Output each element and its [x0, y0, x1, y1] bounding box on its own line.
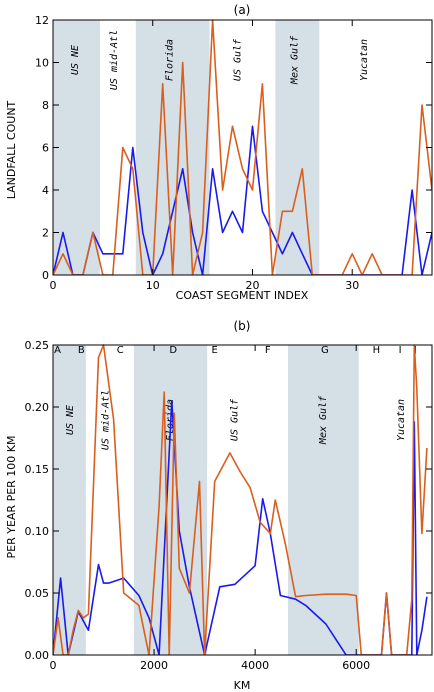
panel-b-segment-letter: G	[321, 345, 329, 356]
panel-b-segment-letter: E	[212, 345, 218, 356]
panel-b-series-line-1	[53, 399, 428, 655]
panel-b-region-label: US NE	[65, 405, 76, 435]
panel-b: (b) KM PER YEAR PER 100 KM US NE US mid-A…	[5, 319, 433, 692]
panel-b-segment-letter: A	[54, 345, 61, 356]
panel-a-title: (a)	[234, 3, 251, 17]
panel-b-ytick-label: 0.05	[25, 587, 50, 600]
panel-a-xtick-label: 20	[245, 279, 259, 292]
panel-a-series-line-1	[53, 125, 432, 275]
panel-b-xtick-label: 2000	[140, 659, 168, 672]
panel-b-region-label: Yucatan	[396, 399, 407, 441]
panel-b-ylabel: PER YEAR PER 100 KM	[5, 436, 18, 559]
panel-a-ytick-label: 10	[35, 57, 49, 70]
panel-a-xtick-label: 0	[50, 279, 57, 292]
panel-a-ytick-label: 6	[42, 142, 49, 155]
panel-a: (a) COAST SEGMENT INDEX LANDFALL COUNT U…	[5, 3, 433, 302]
panel-b-shaded-band	[287, 345, 359, 655]
panel-b-region-label: US Gulf	[229, 398, 240, 441]
panel-b-ytick-label: 0.20	[25, 401, 50, 414]
panel-a-xtick-label: 10	[146, 279, 160, 292]
panel-a-region-label: US NE	[70, 45, 81, 75]
panel-b-ytick-label: 0.15	[25, 463, 50, 476]
panel-b-segment-letter: H	[373, 345, 381, 356]
panel-b-xtick-label: 6000	[342, 659, 370, 672]
panel-a-ylabel: LANDFALL COUNT	[5, 100, 18, 199]
panel-b-segment-letter: C	[117, 345, 124, 356]
panel-b-region-label: Mex Gulf	[318, 395, 329, 445]
panel-a-region-label: US mid-Atl	[109, 30, 120, 90]
panel-a-xtick-label: 30	[345, 279, 359, 292]
panel-b-segment-letter: I	[399, 345, 402, 356]
panel-b-xlabel: KM	[234, 679, 251, 692]
panel-b-ytick-label: 0.10	[25, 525, 50, 538]
panel-a-region-label: US Gulf	[233, 38, 244, 81]
panel-a-ytick-label: 8	[42, 99, 49, 112]
panel-a-ytick-label: 4	[42, 184, 49, 197]
panel-a-region-label: Yucatan	[359, 39, 370, 81]
panel-a-ytick-label: 0	[42, 269, 49, 282]
panel-b-segment-letter: F	[265, 345, 271, 356]
panel-b-title: (b)	[234, 319, 251, 333]
panel-a-region-label: Florida	[165, 39, 176, 81]
panel-b-region-label: US mid-Atl	[101, 390, 112, 450]
panel-a-region-label: Mex Gulf	[289, 35, 300, 85]
panel-a-ytick-label: 2	[42, 227, 49, 240]
panel-a-shaded-band	[135, 20, 210, 275]
panel-a-ytick-label: 12	[35, 14, 49, 27]
panel-b-xtick-label: 0	[50, 659, 57, 672]
panel-b-ytick-label: 0.25	[25, 339, 50, 352]
panel-b-segment-letter: B	[78, 345, 85, 356]
panel-b-series-line-2	[53, 344, 428, 655]
panel-a-xlabel: COAST SEGMENT INDEX	[176, 289, 309, 302]
panel-b-axes-frame	[52, 344, 433, 656]
panel-a-series-line-2	[53, 19, 432, 275]
panel-b-xtick-label: 4000	[241, 659, 269, 672]
panel-b-segment-letter: D	[169, 345, 177, 356]
panel-b-ytick-label: 0.00	[25, 649, 50, 662]
panel-a-shaded-band	[275, 20, 320, 275]
panel-a-shaded-band	[53, 20, 100, 275]
